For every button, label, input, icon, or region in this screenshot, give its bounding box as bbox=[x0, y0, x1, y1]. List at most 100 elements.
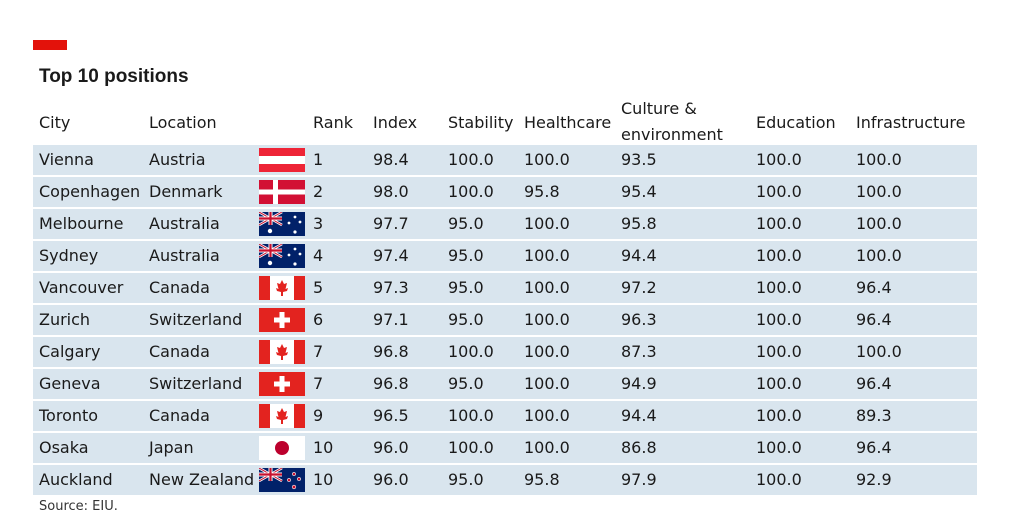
table-row bbox=[33, 401, 977, 431]
table-cell: 100.0 bbox=[756, 182, 802, 201]
table-row bbox=[33, 305, 977, 335]
table-cell: 96.4 bbox=[856, 278, 892, 297]
table-cell: 100.0 bbox=[856, 182, 902, 201]
table-cell: 7 bbox=[313, 374, 324, 393]
column-header: Culture & environment bbox=[621, 99, 723, 144]
table-cell: Australia bbox=[149, 246, 220, 265]
table-cell: Canada bbox=[149, 342, 210, 361]
table-cell: Vienna bbox=[39, 150, 94, 169]
table-cell: 100.0 bbox=[756, 246, 802, 265]
table-cell: 100.0 bbox=[756, 438, 802, 457]
table-cell: Switzerland bbox=[149, 374, 243, 393]
table-cell: 100.0 bbox=[448, 182, 494, 201]
title: Top 10 positions bbox=[39, 66, 189, 87]
table-cell: 2 bbox=[313, 182, 324, 201]
flag bbox=[258, 210, 305, 236]
table-cell: 96.4 bbox=[856, 438, 892, 457]
table-cell: 95.4 bbox=[621, 182, 657, 201]
table-cell: 100.0 bbox=[856, 342, 902, 361]
flag-icon bbox=[258, 210, 305, 236]
accent-bar bbox=[33, 40, 67, 50]
table-cell: 100.0 bbox=[524, 278, 570, 297]
flag-icon bbox=[259, 276, 305, 300]
table-row bbox=[33, 177, 977, 207]
table-cell: 100.0 bbox=[856, 150, 902, 169]
table-cell: 100.0 bbox=[524, 246, 570, 265]
table-cell: 96.5 bbox=[373, 406, 409, 425]
table-cell: 95.8 bbox=[524, 470, 560, 489]
table-cell: 100.0 bbox=[524, 150, 570, 169]
table-cell: 100.0 bbox=[448, 438, 494, 457]
table-cell: 100.0 bbox=[524, 438, 570, 457]
flag bbox=[259, 340, 305, 364]
table-cell: 3 bbox=[313, 214, 324, 233]
table-cell: 95.0 bbox=[448, 214, 484, 233]
column-header: City bbox=[39, 113, 71, 132]
table-cell: 97.3 bbox=[373, 278, 409, 297]
table-cell: 98.4 bbox=[373, 150, 409, 169]
table-cell: 100.0 bbox=[524, 374, 570, 393]
table-cell: 96.4 bbox=[856, 374, 892, 393]
table-cell: 95.8 bbox=[621, 214, 657, 233]
table-cell: Australia bbox=[149, 214, 220, 233]
table-cell: 100.0 bbox=[756, 470, 802, 489]
table-cell: 96.8 bbox=[373, 374, 409, 393]
table-cell: 100.0 bbox=[524, 310, 570, 329]
flag-icon bbox=[259, 436, 305, 460]
table-cell: 10 bbox=[313, 438, 334, 457]
table-cell: 94.9 bbox=[621, 374, 657, 393]
flag bbox=[259, 436, 305, 460]
table-cell: Calgary bbox=[39, 342, 101, 361]
table-cell: 92.9 bbox=[856, 470, 892, 489]
flag-icon bbox=[259, 340, 305, 364]
source: Source: EIU. bbox=[39, 499, 118, 514]
table-row bbox=[33, 337, 977, 367]
flag-icon bbox=[259, 180, 305, 204]
table-row bbox=[33, 241, 977, 271]
table-row bbox=[33, 273, 977, 303]
table-row bbox=[33, 369, 977, 399]
table-cell: 95.8 bbox=[524, 182, 560, 201]
table-cell: 9 bbox=[313, 406, 324, 425]
table-cell: 97.7 bbox=[373, 214, 409, 233]
table-cell: 100.0 bbox=[524, 214, 570, 233]
table-cell: Japan bbox=[149, 438, 194, 457]
table-cell: 100.0 bbox=[524, 342, 570, 361]
table-cell: 95.0 bbox=[448, 278, 484, 297]
table-row bbox=[33, 209, 977, 239]
table-cell: Vancouver bbox=[39, 278, 124, 297]
table-cell: Melbourne bbox=[39, 214, 124, 233]
flag-icon bbox=[259, 308, 305, 332]
flag bbox=[259, 404, 305, 428]
table-cell: 96.8 bbox=[373, 342, 409, 361]
column-header: Index bbox=[373, 113, 418, 132]
flag-icon bbox=[258, 242, 305, 268]
table-cell: 10 bbox=[313, 470, 334, 489]
table-cell: 89.3 bbox=[856, 406, 892, 425]
table-cell: 95.0 bbox=[448, 470, 484, 489]
flag bbox=[258, 242, 305, 268]
table-cell: 98.0 bbox=[373, 182, 409, 201]
table-cell: 97.2 bbox=[621, 278, 657, 297]
flag bbox=[259, 180, 305, 204]
table-cell: Austria bbox=[149, 150, 206, 169]
flag bbox=[258, 466, 305, 492]
table-cell: 100.0 bbox=[756, 150, 802, 169]
table-cell: 5 bbox=[313, 278, 324, 297]
table-cell: 100.0 bbox=[856, 214, 902, 233]
table-cell: Auckland bbox=[39, 470, 113, 489]
flag-icon bbox=[259, 372, 305, 396]
table-cell: 100.0 bbox=[756, 406, 802, 425]
table-cell: Osaka bbox=[39, 438, 89, 457]
flag bbox=[259, 372, 305, 396]
column-header: Rank bbox=[313, 113, 353, 132]
table-cell: 100.0 bbox=[524, 406, 570, 425]
table-cell: 100.0 bbox=[448, 406, 494, 425]
flag bbox=[259, 276, 305, 300]
flag-icon bbox=[259, 404, 305, 428]
table-cell: Switzerland bbox=[149, 310, 243, 329]
column-header: Healthcare bbox=[524, 113, 612, 132]
table-cell: 4 bbox=[313, 246, 324, 265]
table-cell: 100.0 bbox=[448, 342, 494, 361]
